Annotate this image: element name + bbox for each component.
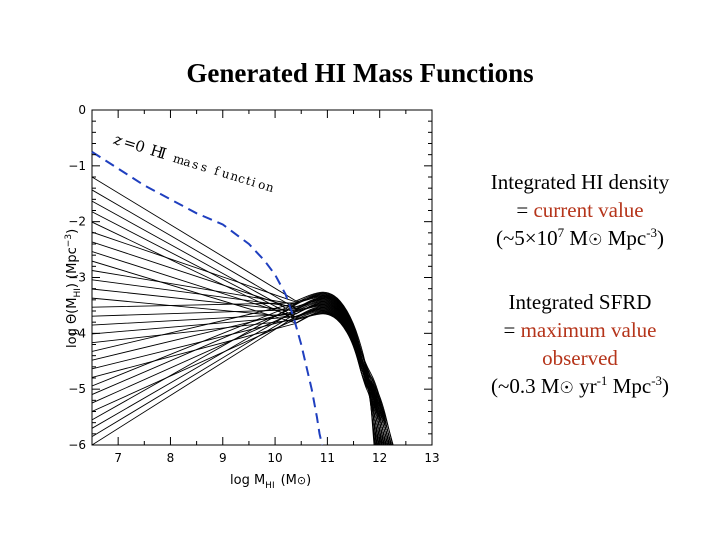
hi-density-value-line: = current value (516, 198, 644, 222)
y-tick-label: −2 (68, 215, 86, 229)
model-curves (92, 176, 394, 445)
sun-symbol-icon: ☉ (588, 230, 603, 249)
summary-panel: Integrated HI density = current value (~… (450, 168, 710, 436)
plot-frame (91, 109, 433, 446)
y-tick-label: −5 (68, 382, 86, 396)
annotation-char: t (244, 173, 253, 188)
axis-ticks (91, 109, 433, 446)
model-curve (92, 297, 378, 445)
model-curve (92, 298, 393, 445)
maximum-value-text: maximum value (520, 318, 657, 342)
x-tick-label: 11 (320, 451, 335, 465)
annotation-char: I (158, 144, 169, 163)
y-tick-label: 0 (78, 103, 86, 117)
model-curve (92, 294, 376, 445)
annotation-char: H (148, 141, 166, 162)
model-curve (92, 292, 390, 445)
model-curve (92, 301, 394, 445)
x-tick-label: 7 (114, 451, 122, 465)
x-tick-label: 12 (372, 451, 387, 465)
y-axis-label: log Θ(MHI) (Mpc−3) (64, 229, 83, 348)
model-curve (92, 211, 377, 445)
annotation-char: c (236, 171, 247, 186)
model-curve (92, 306, 382, 445)
x-tick-labels: 7 8 9 10 11 12 13 (114, 451, 439, 465)
observed-text: observed (542, 346, 618, 370)
model-curve (92, 308, 387, 445)
current-value-text: current value (533, 198, 644, 222)
x-tick-label: 13 (424, 451, 439, 465)
x-tick-label: 9 (219, 451, 227, 465)
annotation-char: m (171, 151, 187, 168)
model-curve (92, 310, 378, 445)
model-curve (92, 311, 389, 445)
annotation-char: o (256, 177, 267, 193)
sfrd-value-line: = maximum value (503, 318, 657, 342)
x-tick-label: 10 (267, 451, 282, 465)
y-tick-label: −1 (68, 159, 86, 173)
sfrd-estimate: (~0.3 M☉ yr-1 Mpc-3) (490, 373, 670, 398)
annotation-char: n (264, 179, 276, 195)
annotation-char: i (250, 175, 258, 190)
annotation-char: s (199, 160, 209, 175)
annotation-char: n (229, 169, 241, 185)
annotation-char: s (190, 157, 200, 172)
annotation-char: u (220, 166, 232, 182)
z0-mass-function-line (91, 151, 324, 446)
annotation-char: = (121, 133, 138, 154)
y-tick-labels: 0 −1 −2 −3 −4 −5 −6 (68, 103, 86, 452)
y-tick-label: −3 (68, 271, 86, 285)
sun-symbol-icon: ☉ (559, 378, 574, 397)
x-axis-label: log MHI (M⊙) (230, 473, 311, 491)
slide-title: Generated HI Mass Functions (186, 58, 534, 88)
model-curve (92, 303, 380, 445)
sfrd-heading: Integrated SFRD (508, 290, 652, 314)
hi-density-heading: Integrated HI density (490, 170, 670, 194)
x-tick-label: 8 (167, 451, 175, 465)
hi-density-paragraph: Integrated HI density = current value (~… (450, 168, 710, 254)
sfrd-paragraph: Integrated SFRD = maximum value observed… (450, 288, 710, 402)
y-tick-label: −6 (68, 438, 86, 452)
model-curve (92, 302, 385, 445)
model-curve (92, 313, 380, 445)
annotation-char: a (182, 154, 193, 169)
annotation-char: f (212, 164, 222, 179)
y-tick-label: −4 (68, 326, 86, 340)
hi-density-estimate: (~5×107 M☉ Mpc-3) (495, 225, 665, 250)
model-curve (92, 251, 386, 445)
